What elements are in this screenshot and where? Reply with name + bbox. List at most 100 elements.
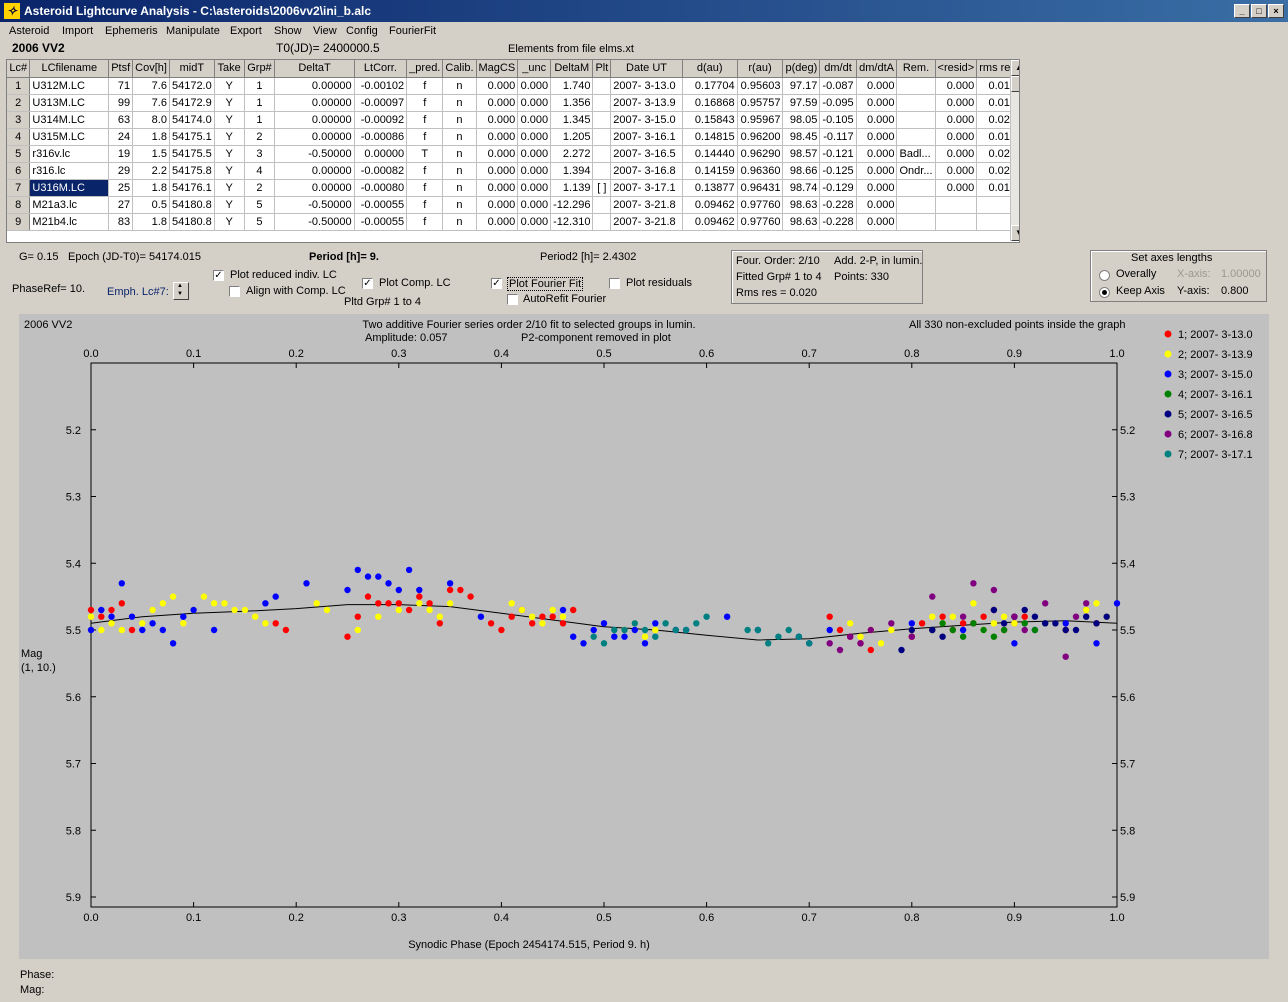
table-row[interactable]: 4 U315M.LC 24 1.8 54175.1 Y 2 0.00000 -0.00086 f n… xyxy=(7,128,1019,146)
table-cell[interactable]: 19 xyxy=(108,145,134,163)
row-number[interactable]: 9 xyxy=(7,213,31,231)
table-cell[interactable]: 54172.9 xyxy=(169,94,215,112)
table-cell[interactable]: -0.00080 xyxy=(354,179,408,197)
table-cell[interactable]: 2007- 3-17.1 xyxy=(610,179,683,197)
table-cell[interactable]: 2 xyxy=(244,128,276,146)
table-cell[interactable]: 0.97760 xyxy=(737,213,784,231)
table-cell[interactable]: 0.09462 xyxy=(682,196,738,214)
table-cell[interactable]: 0.000 xyxy=(935,94,978,112)
table-cell[interactable]: n xyxy=(442,179,477,197)
table-cell[interactable]: U312M.LC xyxy=(29,77,110,95)
table-cell[interactable]: 0.000 xyxy=(856,213,898,231)
table-cell[interactable]: 0.95603 xyxy=(737,77,784,95)
table-cell[interactable]: 0.000 xyxy=(856,77,898,95)
table-cell[interactable]: 1 xyxy=(244,77,276,95)
column-header[interactable]: _pred. xyxy=(406,60,444,78)
column-header[interactable]: MagCS xyxy=(476,60,519,78)
phaseref-value[interactable]: PhaseRef= 10. xyxy=(12,283,86,295)
table-cell[interactable]: 27 xyxy=(108,196,134,214)
row-number[interactable]: 3 xyxy=(7,111,31,129)
table-cell[interactable]: n xyxy=(442,111,477,129)
table-cell[interactable]: 5 xyxy=(244,196,276,214)
period2-value[interactable]: Period2 [h]= 2.4302 xyxy=(540,251,637,263)
table-cell[interactable]: U313M.LC xyxy=(29,94,110,112)
table-cell[interactable]: 1.740 xyxy=(550,77,594,95)
row-number[interactable]: 4 xyxy=(7,128,31,146)
column-header[interactable]: Grp# xyxy=(244,60,276,78)
table-cell[interactable]: 2007- 3-21.8 xyxy=(610,196,683,214)
table-cell[interactable] xyxy=(896,196,936,214)
table-cell[interactable]: 7.6 xyxy=(132,94,170,112)
table-cell[interactable]: n xyxy=(442,94,477,112)
table-cell[interactable]: Y xyxy=(214,179,245,197)
table-cell[interactable]: Y xyxy=(214,162,245,180)
table-cell[interactable]: 0.96431 xyxy=(737,179,784,197)
table-cell[interactable]: 8.0 xyxy=(132,111,170,129)
column-header[interactable]: Cov[h] xyxy=(132,60,170,78)
table-cell[interactable]: 0.13877 xyxy=(682,179,738,197)
table-cell[interactable]: -12.296 xyxy=(550,196,594,214)
table-cell[interactable]: -0.121 xyxy=(819,145,857,163)
minimize-button[interactable]: _ xyxy=(1234,4,1250,18)
table-cell[interactable]: 2.272 xyxy=(550,145,594,163)
table-cell[interactable]: 1.5 xyxy=(132,145,170,163)
table-cell[interactable]: U316M.LC xyxy=(29,179,110,197)
table-cell[interactable]: 71 xyxy=(108,77,134,95)
table-cell[interactable]: n xyxy=(442,128,477,146)
period-value[interactable]: Period [h]= 9. xyxy=(309,251,379,263)
table-cell[interactable]: 0.00000 xyxy=(274,111,355,129)
table-cell[interactable]: -0.00055 xyxy=(354,213,408,231)
column-header[interactable]: LtCorr. xyxy=(354,60,408,78)
x-axis-value[interactable]: 1.00000 xyxy=(1221,268,1261,280)
spin-up-icon[interactable]: ▲ xyxy=(177,283,183,289)
menu-ephemeris[interactable]: Ephemeris xyxy=(105,25,158,37)
table-cell[interactable]: 25 xyxy=(108,179,134,197)
table-cell[interactable]: Y xyxy=(214,128,245,146)
table-cell[interactable]: -12.310 xyxy=(550,213,594,231)
table-cell[interactable]: 0.000 xyxy=(517,179,552,197)
table-cell[interactable]: 0.00000 xyxy=(274,162,355,180)
column-header[interactable]: Date UT xyxy=(610,60,683,78)
column-header[interactable]: LCfilename xyxy=(29,60,110,78)
table-cell[interactable] xyxy=(592,77,612,95)
scroll-up-icon[interactable]: ▲ xyxy=(1011,60,1019,76)
table-cell[interactable]: 1.205 xyxy=(550,128,594,146)
table-cell[interactable]: n xyxy=(442,162,477,180)
table-cell[interactable]: 0.000 xyxy=(517,94,552,112)
table-cell[interactable] xyxy=(592,162,612,180)
table-cell[interactable]: 83 xyxy=(108,213,134,231)
table-cell[interactable]: 98.74 xyxy=(782,179,821,197)
table-cell[interactable]: 2007- 3-16.5 xyxy=(610,145,683,163)
plot-residuals-checkbox[interactable] xyxy=(609,278,620,289)
table-cell[interactable]: 0.96360 xyxy=(737,162,784,180)
table-cell[interactable]: 0.014 xyxy=(976,128,1019,146)
maximize-button[interactable]: □ xyxy=(1251,4,1267,18)
table-cell[interactable]: 0.000 xyxy=(517,145,552,163)
lightcurve-table[interactable]: Lc# LCfilename Ptsf Cov[h] midT Take Grp# Delta… xyxy=(6,59,1020,243)
table-cell[interactable]: 0.000 xyxy=(476,162,519,180)
column-header[interactable]: Calib. xyxy=(442,60,477,78)
table-cell[interactable]: 0.026 xyxy=(976,162,1019,180)
table-cell[interactable]: 0.00000 xyxy=(274,77,355,95)
table-cell[interactable]: 0.96290 xyxy=(737,145,784,163)
table-cell[interactable] xyxy=(896,179,936,197)
table-cell[interactable]: -0.00055 xyxy=(354,196,408,214)
table-cell[interactable]: 1.139 xyxy=(550,179,594,197)
column-header[interactable]: d(au) xyxy=(682,60,738,78)
table-cell[interactable]: 0.000 xyxy=(856,111,898,129)
table-cell[interactable]: Y xyxy=(214,196,245,214)
table-cell[interactable]: 97.17 xyxy=(782,77,821,95)
table-cell[interactable]: 1.345 xyxy=(550,111,594,129)
table-cell[interactable]: 54180.8 xyxy=(169,196,215,214)
column-header[interactable]: dm/dtA xyxy=(856,60,898,78)
plot-reduced-checkbox[interactable]: ✓ xyxy=(213,270,224,281)
table-cell[interactable]: -0.129 xyxy=(819,179,857,197)
keep-axis-radio[interactable] xyxy=(1099,287,1110,298)
column-header[interactable]: Ptsf xyxy=(108,60,134,78)
row-number[interactable]: 2 xyxy=(7,94,31,112)
table-cell[interactable]: 29 xyxy=(108,162,134,180)
table-cell[interactable]: 0.000 xyxy=(476,111,519,129)
column-header[interactable]: _unc xyxy=(517,60,552,78)
table-scrollbar[interactable]: ▲ ▼ xyxy=(1010,60,1019,241)
